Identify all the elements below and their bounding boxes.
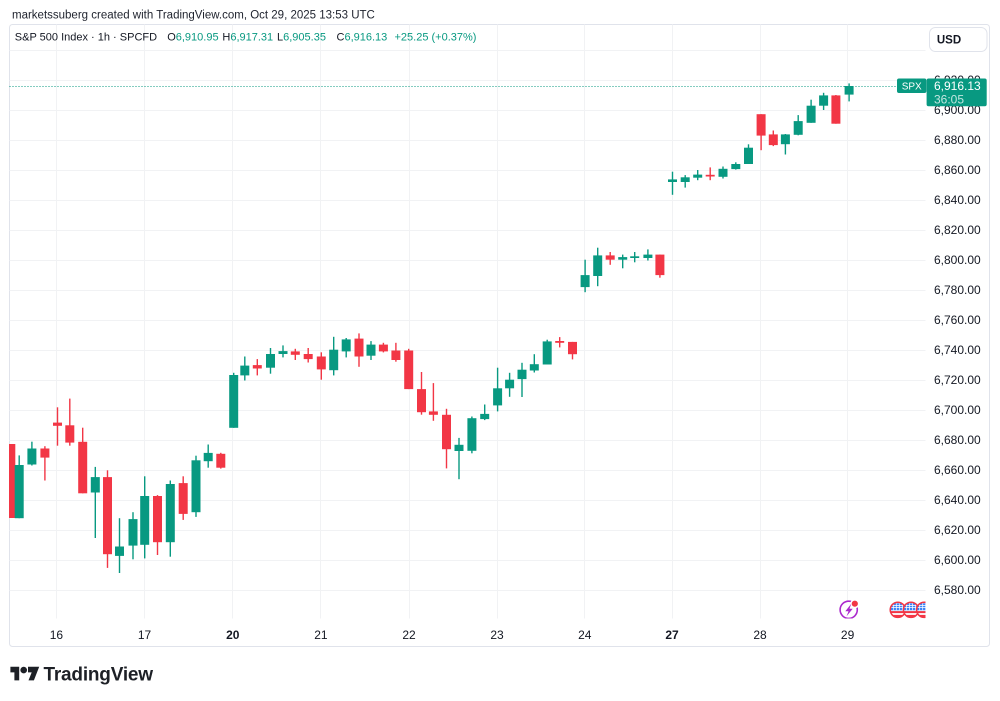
svg-text:23: 23 <box>490 628 504 642</box>
svg-text:24: 24 <box>578 628 592 642</box>
svg-text:S&P 500 Index · 1h · SPCFD: S&P 500 Index · 1h · SPCFD <box>15 32 157 44</box>
svg-text:SPX: SPX <box>902 81 922 92</box>
svg-text:6,660.00: 6,660.00 <box>934 463 981 477</box>
svg-text:6,700.00: 6,700.00 <box>934 403 981 417</box>
svg-text:O6,910.95: O6,910.95 <box>167 32 218 44</box>
svg-text:H6,917.31: H6,917.31 <box>222 32 273 44</box>
svg-text:6,600.00: 6,600.00 <box>934 553 981 567</box>
svg-text:6,820.00: 6,820.00 <box>934 223 981 237</box>
svg-text:6,916.13: 6,916.13 <box>934 79 981 93</box>
svg-text:L6,905.35: L6,905.35 <box>277 32 326 44</box>
svg-text:6,680.00: 6,680.00 <box>934 433 981 447</box>
svg-text:6,780.00: 6,780.00 <box>934 283 981 297</box>
svg-text:USD: USD <box>937 34 961 46</box>
svg-text:17: 17 <box>138 628 152 642</box>
svg-text:6,720.00: 6,720.00 <box>934 373 981 387</box>
svg-text:27: 27 <box>665 628 679 642</box>
svg-text:marketssuberg created with Tra: marketssuberg created with TradingView.c… <box>12 10 375 22</box>
svg-text:6,880.00: 6,880.00 <box>934 133 981 147</box>
svg-text:36:05: 36:05 <box>934 92 964 106</box>
svg-text:TradingView: TradingView <box>44 665 154 686</box>
svg-text:6,840.00: 6,840.00 <box>934 193 981 207</box>
svg-text:6,800.00: 6,800.00 <box>934 253 981 267</box>
svg-text:16: 16 <box>50 628 64 642</box>
svg-text:6,620.00: 6,620.00 <box>934 523 981 537</box>
svg-text:6,760.00: 6,760.00 <box>934 313 981 327</box>
svg-text:28: 28 <box>753 628 767 642</box>
svg-text:29: 29 <box>841 628 855 642</box>
svg-text:20: 20 <box>226 628 240 642</box>
svg-text:6,900.00: 6,900.00 <box>934 103 981 117</box>
svg-text:C6,916.13: C6,916.13 <box>337 32 388 44</box>
svg-text:21: 21 <box>314 628 328 642</box>
svg-text:6,860.00: 6,860.00 <box>934 163 981 177</box>
svg-text:6,740.00: 6,740.00 <box>934 343 981 357</box>
svg-text:22: 22 <box>402 628 416 642</box>
svg-text:6,580.00: 6,580.00 <box>934 583 981 597</box>
svg-text:6,640.00: 6,640.00 <box>934 493 981 507</box>
svg-text:+25.25 (+0.37%): +25.25 (+0.37%) <box>395 32 477 44</box>
